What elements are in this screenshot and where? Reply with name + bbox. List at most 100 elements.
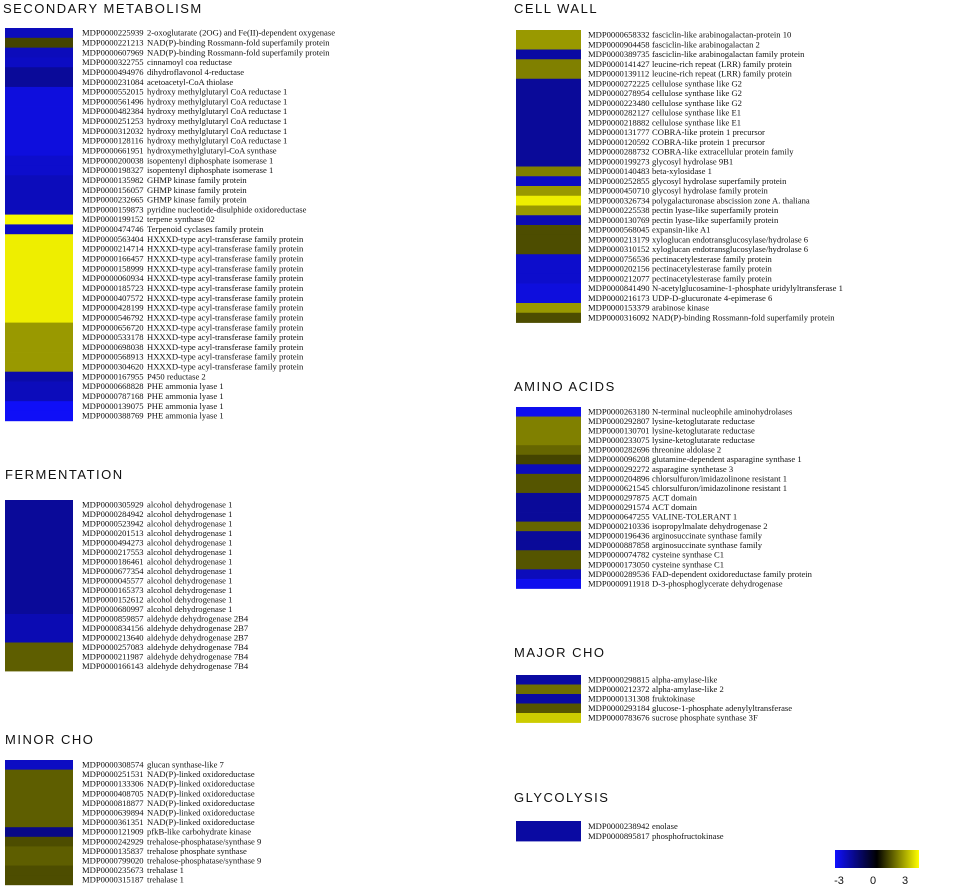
gene-id: MDP0000212372 [588, 684, 650, 694]
gene-description: asparagine synthetase 3 [652, 464, 733, 474]
gene-id: MDP0000316092 [588, 312, 650, 322]
heatmap-cell [5, 642, 73, 653]
gene-id: MDP0000552015 [82, 87, 144, 97]
gene-description: HXXXD-type acyl-transferase family prote… [147, 234, 304, 244]
gene-id: MDP0000408705 [82, 788, 144, 798]
heatmap-cell [516, 176, 581, 187]
heatmap-cell [5, 391, 73, 402]
heatmap-cell [516, 831, 581, 842]
gene-description: NAD(P)-linked oxidoreductase [147, 807, 255, 817]
heatmap-cell [5, 595, 73, 605]
gene-description: alcohol dehydrogenase 1 [147, 499, 232, 509]
gene-id: MDP0000680997 [82, 604, 144, 614]
heatmap-cell [5, 865, 73, 876]
heatmap-cell [5, 652, 73, 662]
gene-id: MDP0000546792 [82, 312, 144, 322]
gene-description: GHMP kinase family protein [147, 175, 247, 185]
gene-id: MDP0000523942 [82, 518, 144, 528]
heatmap-cell [5, 96, 73, 107]
heatmap-cell [5, 856, 73, 866]
gene-description: VALINE-TOLERANT 1 [652, 512, 737, 522]
gene-description: HXXXD-type acyl-transferase family prote… [147, 303, 304, 313]
gene-description: HXXXD-type acyl-transferase family prote… [147, 352, 304, 362]
gene-id: MDP0000141427 [588, 59, 650, 69]
gene-id: MDP0000282127 [588, 108, 650, 118]
gene-id: MDP0000133306 [82, 779, 144, 789]
heatmap-cell [516, 454, 581, 465]
heatmap-cell [5, 798, 73, 809]
gene-description: aldehyde dehydrogenase 2B7 [147, 623, 249, 633]
gene-id: MDP0000251531 [82, 769, 144, 779]
gene-description: HXXXD-type acyl-transferase family prote… [147, 283, 304, 293]
heatmap-cell [516, 59, 581, 70]
heatmap-cell [5, 283, 73, 294]
gene-description: alcohol dehydrogenase 1 [147, 547, 232, 557]
heatmap-cell [5, 352, 73, 363]
gene-id: MDP0000238942 [588, 821, 650, 831]
gene-description: NAD(P)-linked oxidoreductase [147, 817, 255, 827]
gene-id: MDP0000166143 [82, 661, 144, 671]
gene-description: glycosyl hydrolase 9B1 [652, 156, 733, 166]
heatmap-cell [5, 557, 73, 567]
gene-description: trehalose phosphate synthase [147, 846, 247, 856]
gene-id: MDP0000288732 [588, 147, 650, 157]
heatmap-cell [516, 293, 581, 304]
gene-id: MDP0000841490 [588, 283, 650, 293]
gene-description: HXXXD-type acyl-transferase family prote… [147, 293, 304, 303]
gene-description: GHMP kinase family protein [147, 185, 247, 195]
gene-id: MDP0000096208 [588, 454, 650, 464]
color-scale-bar [835, 850, 919, 868]
heatmap-cell [516, 821, 581, 832]
gene-description: aldehyde dehydrogenase 7B4 [147, 661, 249, 671]
gene-id: MDP0000235673 [82, 865, 144, 875]
gene-id: MDP0000200038 [82, 155, 144, 165]
gene-description: NAD(P)-linked oxidoreductase [147, 779, 255, 789]
gene-id: MDP0000904458 [588, 39, 650, 49]
gene-id: MDP0000139075 [82, 401, 144, 411]
heatmap-cell [516, 312, 581, 323]
gene-description: COBRA-like protein 1 precursor [652, 137, 765, 147]
gene-description: hydroxy methylglutaryl CoA reductase 1 [147, 136, 287, 146]
gene-id: MDP0000561496 [82, 96, 144, 106]
panel-major-cho: MAJOR CHO MDP0000298815 alpha-amylase-like… [514, 645, 792, 723]
gene-description: NAD(P)-linked oxidoreductase [147, 769, 255, 779]
gene-description: cysteine synthase C1 [652, 550, 724, 560]
gene-id: MDP0000494976 [82, 67, 144, 77]
heatmap-cell [5, 175, 73, 186]
gene-description: arabinose kinase [652, 303, 709, 313]
heatmap-cell [516, 137, 581, 148]
heatmap-cell [5, 86, 73, 98]
panel-title: AMINO ACIDS [514, 379, 616, 394]
heatmap-cell [5, 224, 73, 235]
gene-description: sucrose phosphate synthase 3F [652, 712, 758, 722]
gene-id: MDP0000196436 [588, 531, 650, 541]
gene-id: MDP0000621545 [588, 483, 650, 493]
gene-description: FAD-dependent oxidoreductase family prot… [652, 569, 813, 579]
gene-description: cinnamoyl coa reductase [147, 57, 232, 67]
gene-id: MDP0000568045 [588, 225, 650, 235]
heatmap-cell [516, 195, 581, 206]
gene-description: HXXXD-type acyl-transferase family prote… [147, 273, 304, 283]
gene-id: MDP0000210336 [588, 521, 650, 531]
heatmap-cell [5, 322, 73, 333]
gene-description: arginosuccinate synthase family [652, 540, 763, 550]
heatmap-cell [5, 244, 73, 255]
gene-description: aldehyde dehydrogenase 7B4 [147, 642, 249, 652]
heatmap-cell [5, 37, 73, 49]
gene-id: MDP0000859857 [82, 613, 144, 623]
heatmap-cell [5, 194, 73, 206]
gene-id: MDP0000677354 [82, 566, 144, 576]
heatmap-cell [5, 808, 73, 818]
gene-id: MDP0000787168 [82, 391, 144, 401]
gene-id: MDP0000658332 [588, 30, 650, 40]
gene-id: MDP0000199273 [588, 156, 650, 166]
panel-secondary-metabolism: SECONDARY METABOLISM MDP0000225939 2-oxogl… [3, 1, 335, 422]
gene-description: isopropylmalate dehydrogenase 2 [652, 521, 768, 531]
gene-id: MDP0000204896 [588, 473, 650, 483]
heatmap-cell [516, 502, 581, 513]
gene-id: MDP0000231084 [82, 77, 144, 87]
heatmap-cell [5, 57, 73, 68]
gene-description: alcohol dehydrogenase 1 [147, 528, 232, 538]
panel-title: FERMENTATION [5, 467, 124, 482]
heatmap-cell [516, 147, 581, 158]
